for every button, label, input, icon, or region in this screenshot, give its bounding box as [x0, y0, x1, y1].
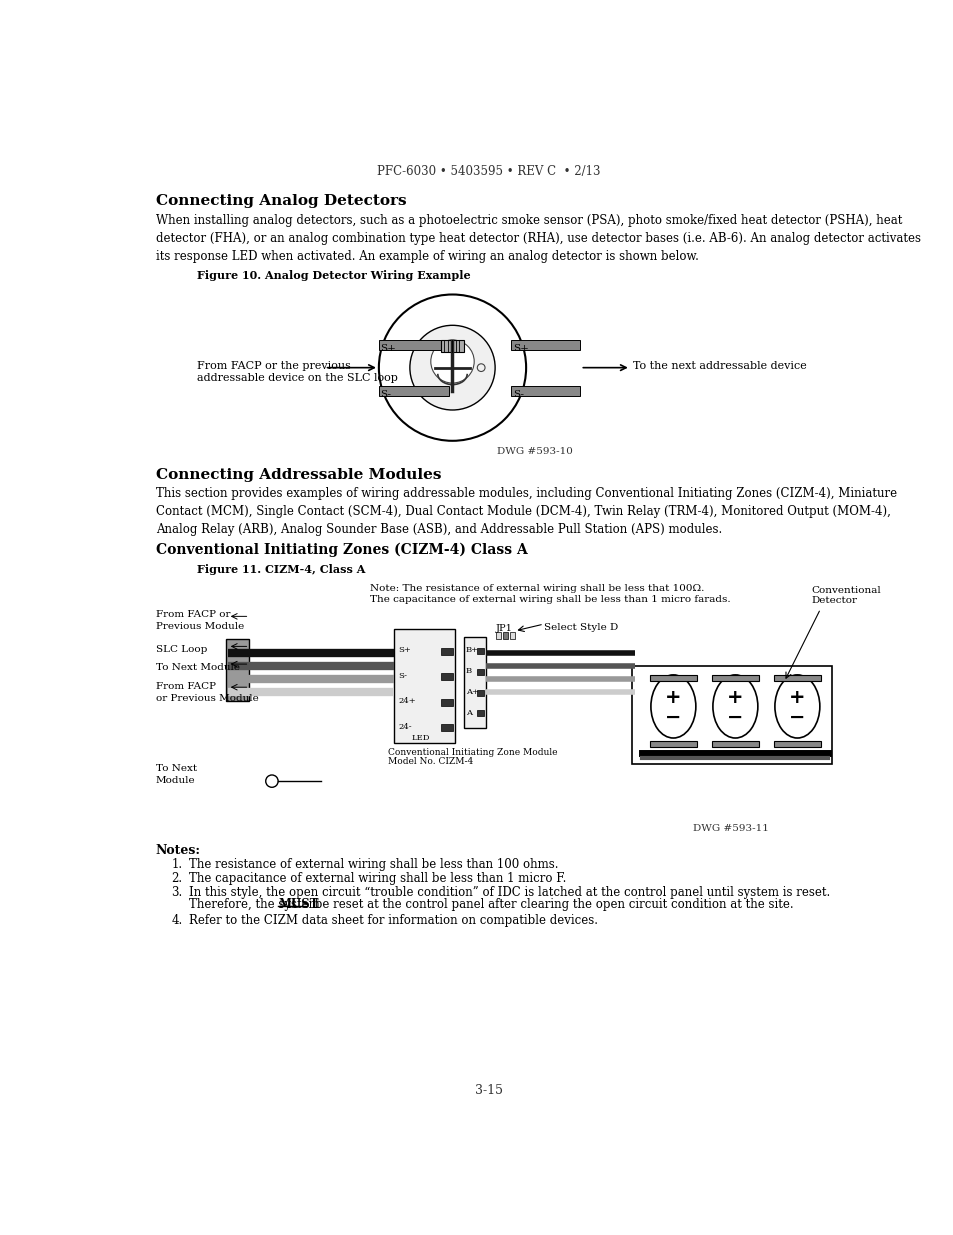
Text: +: +	[726, 688, 742, 706]
Text: S-: S-	[380, 390, 391, 399]
Ellipse shape	[774, 674, 819, 739]
Text: addressable device on the SLC loop: addressable device on the SLC loop	[196, 373, 397, 383]
Text: S+: S+	[397, 646, 411, 655]
Text: To Next
Module: To Next Module	[155, 764, 196, 785]
Text: 3.: 3.	[172, 885, 183, 899]
Bar	[711, 674, 758, 680]
Text: +: +	[664, 688, 680, 706]
Bar	[394, 630, 455, 743]
Text: From FACP
or Previous Module: From FACP or Previous Module	[155, 682, 258, 703]
Bar	[476, 710, 484, 716]
Bar	[773, 674, 820, 680]
Text: From FACP or the previous: From FACP or the previous	[196, 362, 351, 372]
Text: S-: S-	[397, 672, 407, 679]
Text: Model No. CIZM-4: Model No. CIZM-4	[388, 757, 473, 766]
Text: JP1: JP1	[496, 624, 513, 634]
Bar	[378, 340, 448, 350]
Bar	[510, 387, 579, 396]
Text: In this style, the open circuit “trouble condition” of IDC is latched at the con: In this style, the open circuit “trouble…	[189, 885, 829, 899]
Circle shape	[431, 340, 474, 383]
Bar	[649, 674, 696, 680]
Text: Therefore, the system: Therefore, the system	[189, 898, 323, 911]
Bar	[440, 648, 453, 655]
Text: DWG #593-10: DWG #593-10	[497, 447, 573, 456]
Bar	[476, 648, 484, 655]
Text: S+: S+	[380, 343, 395, 353]
Text: Refer to the CIZM data sheet for information on compatible devices.: Refer to the CIZM data sheet for informa…	[189, 914, 598, 927]
Text: S+: S+	[513, 343, 528, 353]
Text: 3-15: 3-15	[475, 1084, 502, 1097]
Circle shape	[378, 294, 525, 441]
Ellipse shape	[712, 674, 757, 739]
Bar	[226, 640, 249, 701]
Bar	[476, 668, 484, 674]
Text: Figure 11. CIZM-4, Class A: Figure 11. CIZM-4, Class A	[196, 564, 365, 576]
Bar	[440, 673, 453, 680]
Text: A+: A+	[465, 688, 478, 697]
Text: When installing analog detectors, such as a photoelectric smoke sensor (PSA), ph: When installing analog detectors, such a…	[155, 214, 920, 263]
Text: Conventional Initiating Zones (CIZM-4) Class A: Conventional Initiating Zones (CIZM-4) C…	[155, 542, 527, 557]
Text: S-: S-	[513, 390, 523, 399]
Text: DWG #593-11: DWG #593-11	[692, 824, 768, 834]
Text: +: +	[788, 688, 804, 706]
Text: The capacitance of external wiring shall be less than 1 micro farads.: The capacitance of external wiring shall…	[369, 595, 729, 604]
Text: Connecting Addressable Modules: Connecting Addressable Modules	[155, 468, 440, 482]
Text: The resistance of external wiring shall be less than 100 ohms.: The resistance of external wiring shall …	[189, 858, 558, 871]
Bar	[440, 340, 464, 352]
Text: Select Style D: Select Style D	[543, 622, 618, 631]
Text: Notes:: Notes:	[155, 844, 200, 857]
Text: From FACP or
Previous Module: From FACP or Previous Module	[155, 610, 244, 631]
Text: MUST: MUST	[278, 898, 318, 911]
Bar	[496, 632, 500, 638]
Text: Detector: Detector	[810, 595, 857, 605]
Text: −: −	[664, 708, 680, 726]
Bar	[440, 699, 453, 705]
Ellipse shape	[650, 674, 695, 739]
Text: A: A	[465, 709, 471, 716]
Bar	[502, 632, 508, 638]
Text: To Next Module: To Next Module	[155, 662, 239, 672]
Bar	[773, 741, 820, 747]
Circle shape	[410, 325, 495, 410]
Text: This section provides examples of wiring addressable modules, including Conventi: This section provides examples of wiring…	[155, 487, 896, 536]
Bar	[440, 724, 453, 731]
Text: To the next addressable device: To the next addressable device	[633, 362, 806, 372]
Bar	[711, 741, 758, 747]
Text: Conventional Initiating Zone Module: Conventional Initiating Zone Module	[388, 748, 558, 757]
Text: PFC-6030 • 5403595 • REV C  • 2/13: PFC-6030 • 5403595 • REV C • 2/13	[376, 165, 600, 178]
Text: −: −	[788, 708, 804, 726]
Text: Conventional: Conventional	[810, 585, 881, 594]
Text: LED: LED	[411, 734, 430, 742]
Text: B+: B+	[465, 646, 478, 655]
Text: −: −	[726, 708, 742, 726]
Text: B: B	[465, 667, 472, 676]
Bar	[649, 741, 696, 747]
Text: be reset at the control panel after clearing the open circuit condition at the s: be reset at the control panel after clea…	[311, 898, 793, 911]
Text: Figure 10. Analog Detector Wiring Example: Figure 10. Analog Detector Wiring Exampl…	[196, 270, 470, 280]
Text: SLC Loop: SLC Loop	[155, 645, 207, 653]
Text: 2.: 2.	[172, 872, 183, 885]
Text: The capacitance of external wiring shall be less than 1 micro F.: The capacitance of external wiring shall…	[189, 872, 566, 885]
Text: Note: The resistance of external wiring shall be less that 100Ω.: Note: The resistance of external wiring …	[369, 584, 703, 593]
Bar	[464, 637, 485, 727]
Bar	[476, 689, 484, 695]
Bar	[632, 666, 831, 764]
Text: 24-: 24-	[397, 722, 412, 731]
Text: Connecting Analog Detectors: Connecting Analog Detectors	[155, 194, 406, 209]
Bar	[509, 632, 515, 638]
Text: 24+: 24+	[397, 698, 416, 705]
Bar	[378, 387, 448, 396]
Text: 1.: 1.	[172, 858, 183, 871]
Bar	[510, 340, 579, 350]
Text: 4.: 4.	[172, 914, 183, 927]
